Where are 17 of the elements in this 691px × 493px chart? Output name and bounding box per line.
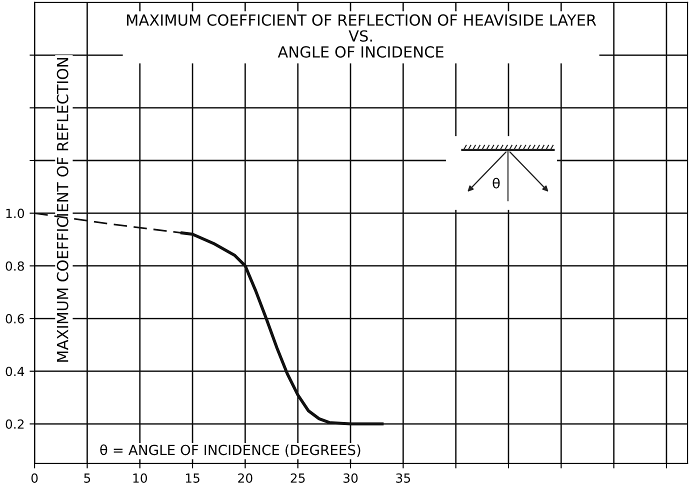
x-tick-label: 15 <box>186 474 200 483</box>
text: MAXIMUM COEFFICIENT OF REFLECTION OF HEAVISIDE LAYER VS. ANGLE OF INCIDENCE <box>127 14 596 58</box>
x-tick-label: 0 <box>31 473 38 483</box>
y-axis-title: MAXIMUM COEFFICIENT OF REFLECTION <box>56 58 68 362</box>
x-axis-title: θ = ANGLE OF INCIDENCE (DEGREES) <box>100 444 360 457</box>
y-tick-label: 0.6 <box>6 314 24 324</box>
y-tick-label: 1.0 <box>6 208 24 218</box>
x-tick-label: 30 <box>344 473 358 483</box>
x-tick-label: 10 <box>133 473 147 483</box>
x-tick-label: 5 <box>84 474 90 483</box>
annotation: θ <box>492 178 500 189</box>
x-tick-label: 20 <box>238 473 252 483</box>
y-tick-label: 0.4 <box>6 366 24 376</box>
x-tick-label: 35 <box>396 473 410 483</box>
y-tick-label: 0.2 <box>6 419 24 429</box>
x-tick-label: 25 <box>290 473 305 483</box>
y-tick-label: 0.8 <box>6 261 24 271</box>
